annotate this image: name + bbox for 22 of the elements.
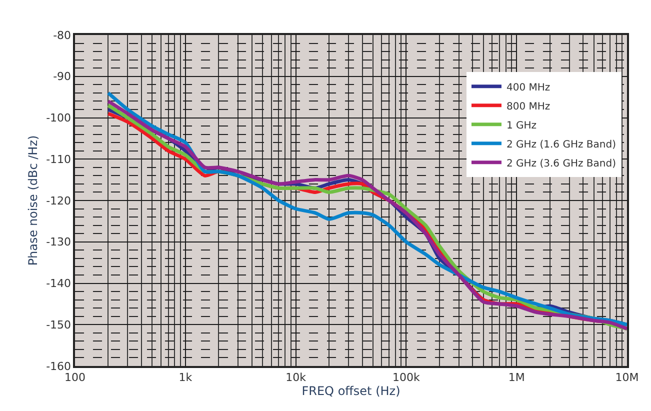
y-tick-label: -160 <box>46 360 72 373</box>
y-axis-title: Phase noise (dBc /Hz) <box>26 135 40 266</box>
legend-label: 2 GHz (1.6 GHz Band) <box>506 139 616 150</box>
legend-label: 2 GHz (3.6 GHz Band) <box>506 158 616 170</box>
y-tick-label: -150 <box>46 318 72 332</box>
x-tick-label: 1M <box>508 370 525 384</box>
y-tick-label: -110 <box>46 152 72 166</box>
legend-label: 400 MHz <box>506 82 550 94</box>
x-tick-label: 100 <box>64 370 86 384</box>
x-tick-label: 10k <box>286 370 307 384</box>
x-tick-label: 100k <box>392 370 421 384</box>
legend-label: 1 GHz <box>506 120 537 132</box>
y-tick-label: -100 <box>46 112 72 125</box>
y-tick-label: -140 <box>46 277 72 290</box>
y-tick-label: -120 <box>46 194 72 208</box>
y-tick-label: -130 <box>46 236 72 249</box>
x-tick-label: 1k <box>178 370 193 384</box>
x-tick-label: 10M <box>615 370 639 384</box>
y-tick-label: -80 <box>53 28 72 42</box>
legend-label: 800 MHz <box>506 101 550 112</box>
y-tick-label: -90 <box>53 70 72 84</box>
x-axis-title: FREQ offset (Hz) <box>302 384 400 398</box>
